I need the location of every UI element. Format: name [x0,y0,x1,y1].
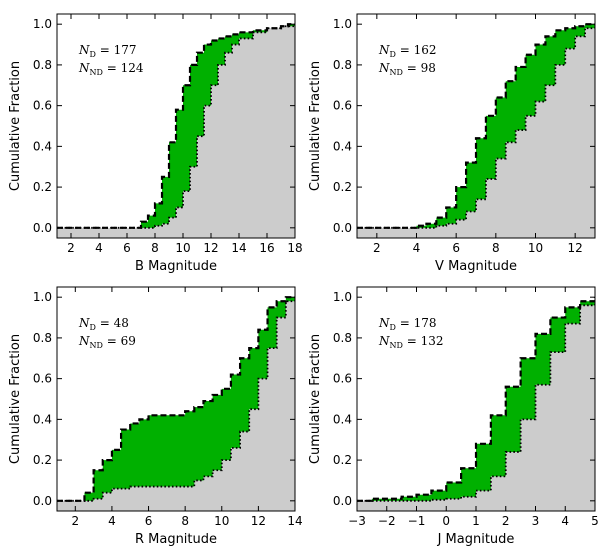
x-tick-label: 12 [568,241,583,255]
x-tick-label: 10 [214,514,229,528]
chart-panel-4: −3 −2 −1 0 1 2 3 4 5 0.0 0.2 0.4 0.6 0.8 1.0 J Magnitud… [308,286,599,547]
chart-panel-1: 2 4 6 8 10 12 14 16 18 0.0 0.2 0.4 0.6 0.8 1.0 B Magnit… [8,13,303,274]
x-tick-label: 10 [175,241,190,255]
y-tick-label: 0.0 [333,221,352,235]
upper-curve [357,23,595,229]
n-detected-annotation: ND = 177 [78,43,137,59]
x-tick-label: 4 [108,514,116,528]
n-detected-annotation: ND = 162 [378,43,437,59]
x-axis-label: V Magnitude [435,259,517,274]
area-below-lower [57,24,295,238]
plot-area [357,23,595,238]
confidence-band [357,24,595,228]
x-tick-label: 14 [287,514,302,528]
y-tick-label: 0.2 [333,453,352,467]
area-below-lower [57,297,295,511]
x-tick-label: −1 [408,514,426,528]
upper-curve [57,23,295,229]
x-tick-label: 2 [71,514,79,528]
n-detected-annotation: ND = 48 [78,316,129,332]
y-tick-label: 0.2 [333,180,352,194]
area-below-lower [357,24,595,238]
x-tick-label: 8 [151,241,159,255]
axes-frame [56,286,296,512]
y-tick-label: 0.6 [333,372,352,386]
y-tick-label: 0.4 [333,139,352,153]
chart-panel-2: 2 4 6 8 10 12 0.0 0.2 0.4 0.6 0.8 1.0 V Magnitude Cum… [308,13,596,274]
x-tick-label: 6 [452,241,460,255]
plot-area [57,296,295,511]
y-tick-label: 1.0 [333,17,352,31]
y-tick-label: 0.0 [333,494,352,508]
x-tick-label: 1 [472,514,480,528]
upper-curve [57,296,295,502]
x-tick-label: 12 [203,241,218,255]
axes-frame [356,13,596,239]
x-tick-label: 16 [259,241,274,255]
y-tick-label: 0.6 [333,99,352,113]
lower-curve [57,24,295,229]
y-tick-label: 0.2 [33,180,52,194]
chart-panel-3: 2 4 6 8 10 12 14 0.0 0.2 0.4 0.6 0.8 1.0 R Magnitude C… [8,286,303,547]
plot-area [357,297,595,511]
x-tick-label: 12 [251,514,266,528]
y-axis-label: Cumulative Fraction [8,61,23,191]
x-axis-label: J Magnitude [437,532,515,547]
x-tick-label: −3 [348,514,366,528]
y-tick-label: 0.0 [33,221,52,235]
n-nondetected-annotation: NND = 132 [378,334,444,350]
x-axis-label: B Magnitude [135,259,217,274]
y-axis-label: Cumulative Fraction [308,334,323,464]
y-tick-label: 1.0 [33,290,52,304]
y-axis-label: Cumulative Fraction [308,61,323,191]
n-detected-annotation: ND = 178 [378,316,437,332]
x-tick-label: 6 [123,241,131,255]
y-tick-label: 0.8 [333,331,352,345]
x-tick-label: 8 [492,241,500,255]
upper-curve [357,297,595,502]
y-tick-label: 0.8 [333,58,352,72]
x-tick-label: 4 [413,241,421,255]
y-tick-label: 0.4 [33,139,52,153]
area-below-lower [357,297,595,511]
y-tick-label: 0.2 [33,453,52,467]
x-tick-label: 6 [145,514,153,528]
y-tick-label: 0.4 [33,412,52,426]
y-tick-label: 1.0 [33,17,52,31]
x-tick-label: 14 [231,241,246,255]
x-tick-label: 8 [181,514,189,528]
x-tick-label: 2 [67,241,75,255]
y-tick-label: 0.8 [33,331,52,345]
y-tick-label: 0.8 [33,58,52,72]
x-tick-label: 3 [532,514,540,528]
x-axis-label: R Magnitude [135,532,217,547]
x-tick-label: 2 [502,514,510,528]
x-tick-label: 10 [528,241,543,255]
n-nondetected-annotation: NND = 124 [78,61,144,77]
y-tick-label: 0.0 [33,494,52,508]
x-tick-label: 18 [287,241,302,255]
x-tick-label: 2 [373,241,381,255]
y-tick-label: 0.4 [333,412,352,426]
x-tick-label: 4 [95,241,103,255]
x-tick-label: 5 [591,514,599,528]
y-axis-label: Cumulative Fraction [8,334,23,464]
x-tick-label: 4 [561,514,569,528]
y-tick-label: 1.0 [333,290,352,304]
confidence-band [357,297,595,501]
plot-area [57,23,295,238]
y-tick-label: 0.6 [33,372,52,386]
n-nondetected-annotation: NND = 98 [378,61,436,77]
axes-frame [56,13,296,239]
x-tick-label: 0 [442,514,450,528]
x-tick-label: −2 [378,514,396,528]
lower-curve [357,297,595,502]
n-nondetected-annotation: NND = 69 [78,334,136,350]
y-tick-label: 0.6 [33,99,52,113]
